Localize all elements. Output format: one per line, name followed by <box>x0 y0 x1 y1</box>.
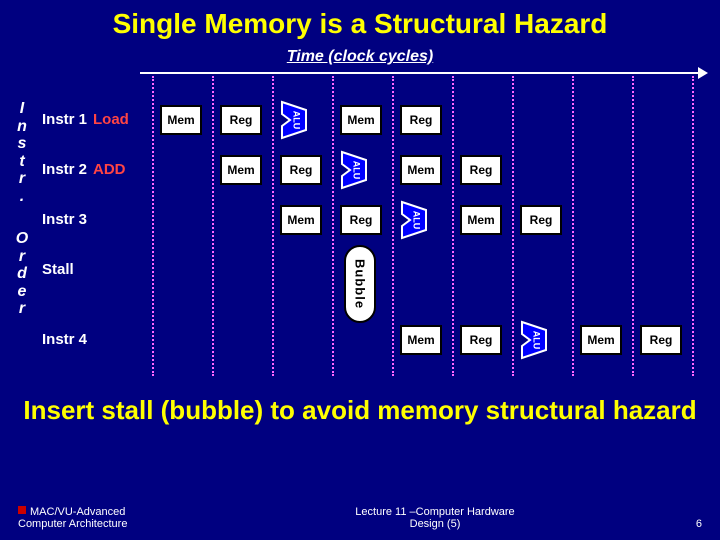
footer-left-1: MAC/VU-Advanced <box>30 506 125 518</box>
instr-label: Instr 3 <box>42 211 87 228</box>
instr-name: Instr 1 <box>42 111 87 128</box>
conclusion-text: Insert stall (bubble) to avoid memory st… <box>0 396 720 426</box>
mem-stage: Mem <box>280 205 322 235</box>
instr-label: Instr 1 Load <box>42 111 129 128</box>
reg-stage: Reg <box>400 105 442 135</box>
cycle-divider <box>692 76 694 376</box>
alu-stage: ALU <box>278 100 318 140</box>
cycle-divider <box>332 76 334 376</box>
cycle-divider <box>512 76 514 376</box>
bubble-label: Bubble <box>353 259 368 309</box>
mem-stage: Mem <box>400 325 442 355</box>
mem-stage: Mem <box>580 325 622 355</box>
cycle-divider <box>632 76 634 376</box>
instr-name: Instr 4 <box>42 331 87 348</box>
footer-mid-1: Lecture 11 –Computer Hardware <box>355 506 514 518</box>
instr-label: Stall <box>42 261 74 278</box>
svg-text:ALU: ALU <box>412 211 422 230</box>
pipeline-diagram: Instr. Order Instr 1 Load Instr 2 ADD Instr 3 S… <box>10 70 710 390</box>
alu-stage: ALU <box>338 150 378 190</box>
reg-stage: Reg <box>280 155 322 185</box>
mem-stage: Mem <box>340 105 382 135</box>
svg-text:ALU: ALU <box>352 161 362 180</box>
vlabel-order: Order <box>14 230 30 318</box>
cycle-divider <box>572 76 574 376</box>
reg-stage: Reg <box>460 155 502 185</box>
slide-footer: MAC/VU-Advanced Computer Architecture Le… <box>0 506 720 530</box>
instr-name: Instr 3 <box>42 211 87 228</box>
cycle-divider <box>452 76 454 376</box>
instr-name: Stall <box>42 261 74 278</box>
cycle-divider <box>212 76 214 376</box>
footer-mid-2: Design (5) <box>410 518 461 530</box>
mem-stage: Mem <box>160 105 202 135</box>
reg-stage: Reg <box>220 105 262 135</box>
cycle-divider <box>272 76 274 376</box>
alu-stage: ALU <box>518 320 558 360</box>
cycle-divider <box>152 76 154 376</box>
instr-name: Instr 2 <box>42 161 87 178</box>
instr-label: Instr 2 ADD <box>42 161 126 178</box>
svg-text:ALU: ALU <box>532 331 542 350</box>
time-arrow <box>140 72 700 74</box>
instr-op: Load <box>93 111 129 128</box>
reg-stage: Reg <box>340 205 382 235</box>
reg-stage: Reg <box>640 325 682 355</box>
slide-title: Single Memory is a Structural Hazard <box>0 0 720 44</box>
mem-stage: Mem <box>220 155 262 185</box>
stall-bubble: Bubble <box>344 245 376 323</box>
vlabel-instr: Instr. <box>14 100 30 206</box>
mem-stage: Mem <box>400 155 442 185</box>
svg-text:ALU: ALU <box>292 111 302 130</box>
reg-stage: Reg <box>520 205 562 235</box>
instr-op: ADD <box>93 161 126 178</box>
reg-stage: Reg <box>460 325 502 355</box>
footer-left-2: Computer Architecture <box>18 518 127 530</box>
alu-stage: ALU <box>398 200 438 240</box>
cycle-divider <box>392 76 394 376</box>
bullet-icon <box>18 506 26 514</box>
instr-label: Instr 4 <box>42 331 87 348</box>
page-number: 6 <box>662 518 702 530</box>
time-axis-label: Time (clock cycles) <box>0 48 720 66</box>
mem-stage: Mem <box>460 205 502 235</box>
